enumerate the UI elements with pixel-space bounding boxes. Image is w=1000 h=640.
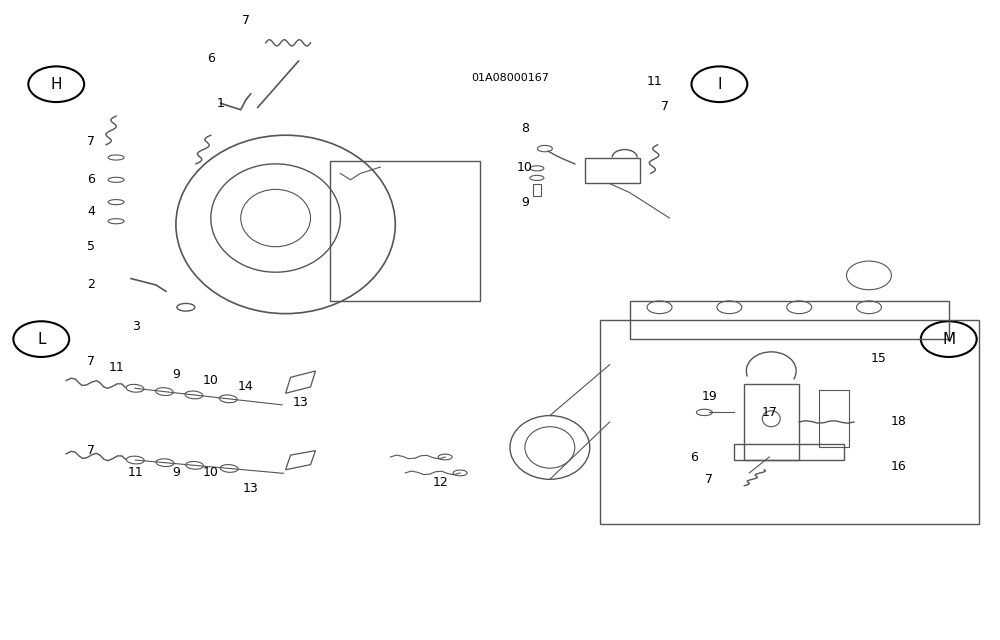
Text: 15: 15 — [871, 352, 887, 365]
Bar — [330, 161, 480, 301]
Text: 11: 11 — [108, 362, 124, 374]
Text: 17: 17 — [761, 406, 777, 419]
Text: 7: 7 — [87, 444, 95, 457]
Text: L: L — [37, 332, 46, 347]
Bar — [744, 384, 799, 460]
Text: 11: 11 — [647, 74, 662, 88]
Bar — [734, 444, 844, 460]
Text: 9: 9 — [172, 367, 180, 381]
Text: 6: 6 — [87, 173, 95, 186]
Text: 18: 18 — [891, 415, 907, 428]
Text: H: H — [50, 77, 62, 92]
Bar — [600, 320, 979, 524]
Bar — [585, 157, 640, 183]
Text: 14: 14 — [238, 380, 254, 394]
Text: 12: 12 — [432, 476, 448, 489]
Text: 7: 7 — [87, 355, 95, 368]
Bar — [533, 184, 541, 196]
Text: 19: 19 — [702, 390, 717, 403]
Text: M: M — [942, 332, 955, 347]
Text: 5: 5 — [87, 240, 95, 253]
Text: 6: 6 — [207, 52, 215, 65]
Text: 11: 11 — [128, 467, 144, 479]
Text: 16: 16 — [891, 460, 907, 473]
Text: 7: 7 — [242, 14, 250, 27]
Text: 4: 4 — [87, 205, 95, 218]
Text: 1: 1 — [217, 97, 225, 110]
Text: 7: 7 — [705, 473, 713, 486]
Text: 9: 9 — [172, 467, 180, 479]
Text: 10: 10 — [203, 374, 219, 387]
Text: 3: 3 — [132, 320, 140, 333]
Text: 6: 6 — [691, 451, 698, 463]
Text: 9: 9 — [521, 196, 529, 209]
Text: 13: 13 — [243, 483, 259, 495]
Text: I: I — [717, 77, 722, 92]
Text: 7: 7 — [661, 100, 669, 113]
Text: 2: 2 — [87, 278, 95, 291]
Text: 8: 8 — [521, 122, 529, 135]
Text: 13: 13 — [293, 396, 308, 410]
Bar — [819, 390, 849, 447]
Bar — [630, 301, 949, 339]
Text: 10: 10 — [203, 467, 219, 479]
Text: 10: 10 — [517, 161, 533, 173]
Text: 01A08000167: 01A08000167 — [471, 73, 549, 83]
Text: 7: 7 — [87, 135, 95, 148]
